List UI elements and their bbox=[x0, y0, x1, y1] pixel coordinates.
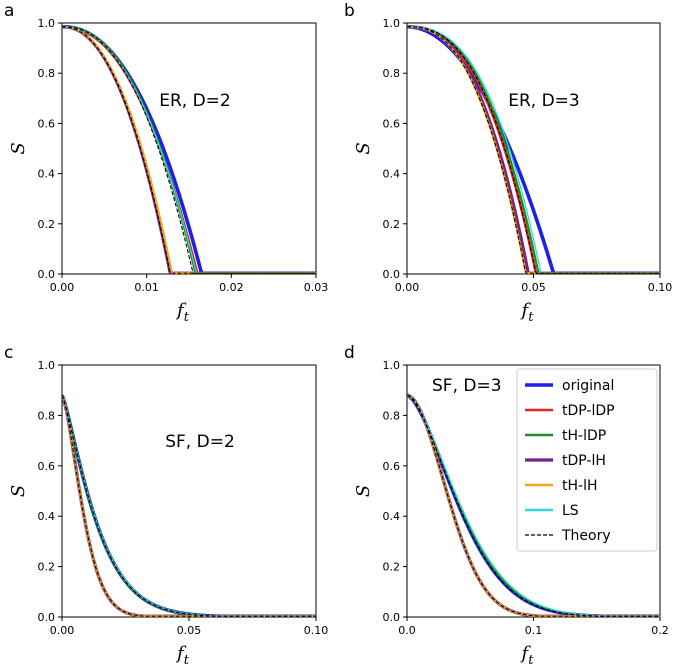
y-tick-label: 0.0 bbox=[383, 611, 401, 624]
x-tick-label: 0.00 bbox=[50, 281, 75, 294]
y-tick-label: 0.8 bbox=[38, 409, 56, 422]
panel-annotation: SF, D=3 bbox=[432, 376, 502, 396]
y-tick-label: 0.2 bbox=[383, 561, 401, 574]
legend-label-ls: LS bbox=[562, 503, 579, 519]
panel-label: c bbox=[4, 343, 13, 363]
series-tdp-lh bbox=[407, 25, 660, 274]
series-original bbox=[62, 24, 316, 274]
series-th-ldp bbox=[62, 25, 316, 274]
legend-label-tdp-ldp: tDP-lDP bbox=[562, 403, 615, 419]
series-tdp-ldp bbox=[407, 25, 660, 274]
series-th-lh bbox=[407, 25, 660, 274]
x-tick-label: 0.1 bbox=[525, 624, 543, 637]
y-tick-label: 0.2 bbox=[38, 218, 56, 231]
legend-label-original: original bbox=[562, 378, 614, 394]
y-tick-label: 0.8 bbox=[38, 67, 56, 80]
y-axis-label: S bbox=[8, 142, 29, 154]
y-tick-label: 0.8 bbox=[383, 409, 401, 422]
series-tdp-ldp bbox=[62, 25, 316, 274]
series-theory bbox=[62, 394, 316, 617]
y-tick-label: 1.0 bbox=[38, 359, 56, 372]
series-ls bbox=[407, 394, 660, 617]
y-tick-label: 0.8 bbox=[383, 67, 401, 80]
y-axis-label: S bbox=[353, 485, 374, 497]
x-axis-label: ft bbox=[520, 300, 535, 325]
x-tick-label: 0.2 bbox=[651, 624, 669, 637]
panel-label: b bbox=[344, 1, 355, 21]
y-tick-label: 0.0 bbox=[38, 611, 56, 624]
series-theory bbox=[407, 26, 660, 274]
series-theory bbox=[407, 26, 660, 274]
y-axis-label: S bbox=[353, 142, 374, 154]
y-tick-label: 0.4 bbox=[38, 510, 56, 523]
panel-annotation: ER, D=2 bbox=[159, 91, 231, 111]
x-axis-label: ft bbox=[175, 300, 190, 325]
y-tick-label: 1.0 bbox=[383, 17, 401, 30]
x-tick-label: 0.01 bbox=[134, 281, 159, 294]
legend-label-th-ldp: tH-lDP bbox=[562, 428, 606, 444]
panel-c: 0.0 0.2 0.4 0.6 0.8 1.0 0.00 0.05 0.10 Sft c SF, D=… bbox=[4, 343, 328, 668]
x-tick-label: 0.05 bbox=[177, 624, 202, 637]
series-group bbox=[62, 24, 316, 274]
x-tick-label: 0.05 bbox=[521, 281, 546, 294]
panel-label: d bbox=[344, 343, 355, 363]
series-group bbox=[62, 394, 316, 617]
panel-a: 0.0 0.2 0.4 0.6 0.8 1.0 0.00 0.01 0.02 0.03 Sft a ER… bbox=[4, 1, 328, 325]
y-tick-label: 0.4 bbox=[383, 510, 401, 523]
x-tick-label: 0.10 bbox=[648, 281, 673, 294]
series-theory bbox=[407, 394, 660, 617]
x-tick-label: 0.02 bbox=[219, 281, 244, 294]
x-tick-label: 0.00 bbox=[50, 624, 75, 637]
panel-annotation: ER, D=3 bbox=[508, 91, 580, 111]
series-group bbox=[407, 24, 660, 274]
x-tick-label: 0.10 bbox=[304, 624, 329, 637]
series-theory bbox=[62, 26, 316, 274]
y-tick-label: 1.0 bbox=[383, 359, 401, 372]
axes-frame bbox=[61, 22, 317, 275]
y-tick-label: 0.4 bbox=[383, 168, 401, 181]
y-tick-label: 0.6 bbox=[38, 117, 56, 130]
panel-b: 0.0 0.2 0.4 0.6 0.8 1.0 0.00 0.05 0.10 Sft b ER, D=… bbox=[344, 1, 672, 325]
series-original bbox=[407, 24, 660, 274]
panel-label: a bbox=[4, 1, 14, 21]
legend: original tDP-lDP tH-lDP tDP-lH tH-lH LS Theory bbox=[516, 368, 658, 552]
panel-annotation: SF, D=2 bbox=[165, 432, 235, 452]
y-axis-label: S bbox=[8, 485, 29, 497]
x-tick-label: 0.0 bbox=[398, 624, 416, 637]
y-tick-label: 0.6 bbox=[38, 460, 56, 473]
y-tick-label: 0.4 bbox=[38, 168, 56, 181]
series-th-lh bbox=[62, 25, 316, 274]
series-th-lh bbox=[62, 394, 316, 617]
legend-frame bbox=[516, 368, 658, 552]
series-ls bbox=[62, 26, 316, 274]
legend-label-th-lh: tH-lH bbox=[562, 478, 598, 494]
series-group bbox=[407, 393, 660, 617]
y-tick-label: 0.6 bbox=[383, 460, 401, 473]
x-tick-label: 0.00 bbox=[395, 281, 420, 294]
series-th-ldp bbox=[407, 25, 660, 274]
series-theory bbox=[407, 394, 660, 617]
y-tick-label: 0.0 bbox=[38, 268, 56, 281]
series-ls bbox=[407, 26, 660, 274]
series-tdp-lh bbox=[62, 25, 316, 274]
y-tick-label: 0.2 bbox=[383, 218, 401, 231]
y-tick-label: 0.2 bbox=[38, 561, 56, 574]
y-tick-label: 0.0 bbox=[383, 268, 401, 281]
x-tick-label: 0.03 bbox=[304, 281, 329, 294]
y-tick-label: 1.0 bbox=[38, 17, 56, 30]
series-theory bbox=[62, 26, 316, 274]
y-tick-label: 0.6 bbox=[383, 117, 401, 130]
panel-d: 0.0 0.2 0.4 0.6 0.8 1.0 0.0 0.1 0.2 Sft d SF, D=3 bbox=[344, 343, 669, 668]
legend-label-theory: Theory bbox=[561, 528, 611, 544]
x-axis-label: ft bbox=[520, 643, 535, 668]
legend-label-tdp-lh: tDP-lH bbox=[562, 453, 606, 469]
x-axis-label: ft bbox=[175, 643, 190, 668]
